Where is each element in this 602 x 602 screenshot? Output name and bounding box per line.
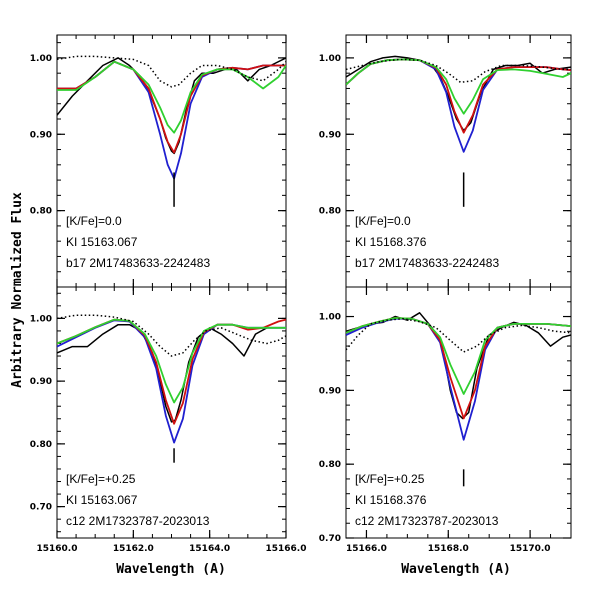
series-group — [57, 55, 286, 180]
series-line-3 — [346, 317, 571, 395]
y-tick-label: 1.00 — [319, 313, 341, 323]
annotation-text: [K/Fe]=0.0 — [355, 214, 411, 228]
series-line-3 — [57, 318, 286, 404]
panel-bottom-right: 15166.0 15168.0 15170.0 0.70 0.80 0.90 1.00 [K/… — [319, 286, 572, 554]
y-tick-label: 1.00 — [30, 314, 52, 324]
y-tick-label: 1.00 — [30, 54, 52, 64]
series-line-2 — [57, 60, 286, 154]
series-line-2 — [346, 58, 571, 134]
y-axis-title: Arbitrary Normalized Flux — [10, 192, 25, 388]
panel-frame — [56, 34, 287, 288]
series-line-4 — [346, 58, 571, 84]
y-tick-label: 0.70 — [30, 503, 52, 513]
y-tick-label: 0.80 — [319, 460, 341, 470]
x-tick-label: 15170.0 — [510, 544, 551, 554]
panel-top-right: 0.80 0.90 1.00 [K/Fe]=0.0 KI 15168.376 b17 2M… — [319, 34, 572, 288]
annotation-text: c12 2M17323787-2023013 — [355, 514, 499, 528]
x-tick-label: 15164.0 — [189, 544, 230, 554]
series-line-4 — [57, 55, 286, 88]
annotation-text: c12 2M17323787-2023013 — [66, 514, 210, 528]
series-line-1 — [346, 317, 571, 441]
series-group — [346, 55, 571, 153]
series-line-2 — [346, 317, 571, 420]
series-line-0 — [57, 323, 286, 423]
panel-top-left: 0.80 0.90 1.00 [K/Fe]=0.0 KI 15163.067 b17 2M… — [30, 34, 287, 288]
panel-bottom-left: 15160.0 15162.0 15164.0 15166.0 0.70 0.80 0.90… — [30, 286, 307, 554]
x-tick-label: 15166.0 — [346, 544, 387, 554]
y-tick-label: 0.90 — [319, 386, 341, 396]
y-tick-label: 0.80 — [30, 440, 52, 450]
panels-group: 0.80 0.90 1.00 [K/Fe]=0.0 KI 15163.067 b17 2M… — [30, 34, 572, 554]
series-line-4 — [346, 317, 571, 353]
y-tick-label: 0.90 — [30, 377, 52, 387]
x-tick-label: 15160.0 — [37, 544, 78, 554]
y-tick-label: 0.80 — [319, 207, 341, 217]
annotation-text: KI 15168.376 — [355, 235, 427, 249]
series-line-0 — [346, 55, 571, 132]
x-axis-title-left: Wavelength (A) — [116, 562, 226, 577]
y-tick-label: 0.70 — [319, 534, 341, 544]
x-axis-title-right: Wavelength (A) — [401, 562, 511, 577]
series-line-4 — [57, 314, 286, 357]
series-line-0 — [57, 57, 286, 155]
y-tick-label: 1.00 — [319, 54, 341, 64]
panel-frame — [345, 286, 572, 539]
y-tick-label: 0.90 — [319, 130, 341, 140]
x-tick-label: 15162.0 — [113, 544, 154, 554]
series-line-1 — [57, 319, 286, 444]
annotation-text: b17 2M17483633-2242483 — [355, 256, 499, 270]
series-line-2 — [57, 318, 286, 425]
annotation-text: KI 15168.376 — [355, 493, 427, 507]
x-tick-label: 15166.0 — [266, 544, 307, 554]
annotation-text: KI 15163.067 — [66, 493, 138, 507]
series-line-3 — [346, 58, 571, 115]
y-tick-label: 0.80 — [30, 207, 52, 217]
series-group — [57, 314, 286, 444]
annotation-text: KI 15163.067 — [66, 235, 138, 249]
annotation-text: [K/Fe]=0.0 — [66, 214, 122, 228]
y-tick-label: 0.90 — [30, 130, 52, 140]
series-group — [346, 312, 571, 441]
annotation-text: b17 2M17483633-2242483 — [66, 256, 210, 270]
series-line-3 — [57, 60, 286, 134]
annotation-text: [K/Fe]=+0.25 — [66, 472, 136, 486]
x-tick-label: 15168.0 — [428, 544, 469, 554]
annotation-text: [K/Fe]=+0.25 — [355, 472, 425, 486]
